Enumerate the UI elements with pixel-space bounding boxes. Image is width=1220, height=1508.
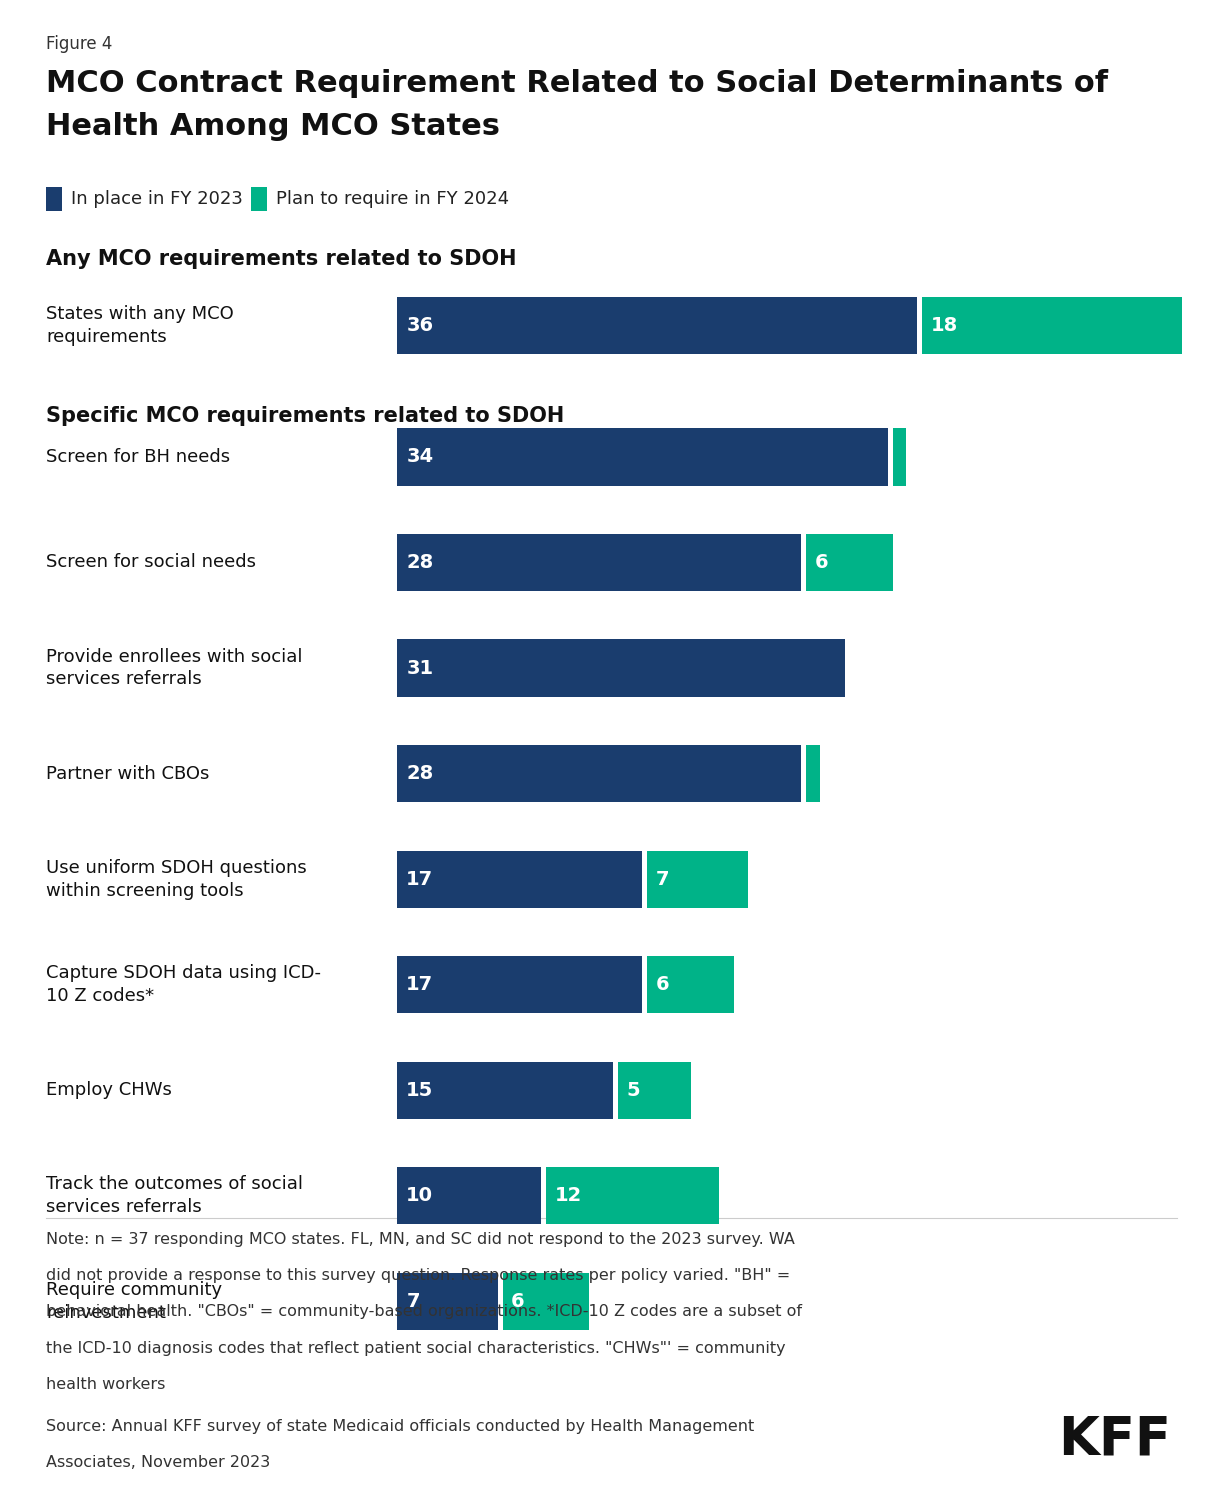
Text: Require community
reinvestment: Require community reinvestment [46, 1280, 222, 1323]
FancyBboxPatch shape [396, 1273, 498, 1330]
Text: 28: 28 [406, 765, 433, 783]
Text: Any MCO requirements related to SDOH: Any MCO requirements related to SDOH [46, 249, 517, 268]
Text: 6: 6 [655, 976, 670, 994]
Text: 28: 28 [406, 553, 433, 572]
Text: Note: n = 37 responding MCO states. FL, MN, and SC did not respond to the 2023 s: Note: n = 37 responding MCO states. FL, … [46, 1232, 795, 1247]
Text: Screen for BH needs: Screen for BH needs [46, 448, 231, 466]
Text: 17: 17 [406, 976, 433, 994]
Text: Capture SDOH data using ICD-
10 Z codes*: Capture SDOH data using ICD- 10 Z codes* [46, 964, 321, 1006]
FancyBboxPatch shape [647, 956, 734, 1013]
Text: Use uniform SDOH questions
within screening tools: Use uniform SDOH questions within screen… [46, 858, 307, 900]
Text: 15: 15 [406, 1081, 433, 1099]
FancyBboxPatch shape [893, 428, 906, 486]
FancyBboxPatch shape [251, 187, 267, 211]
Text: KFF: KFF [1058, 1415, 1171, 1466]
Text: Source: Annual KFF survey of state Medicaid officials conducted by Health Manage: Source: Annual KFF survey of state Medic… [46, 1419, 755, 1434]
Text: the ICD-10 diagnosis codes that reflect patient social characteristics. "CHWs"' : the ICD-10 diagnosis codes that reflect … [46, 1341, 786, 1356]
Text: health workers: health workers [46, 1377, 166, 1392]
FancyBboxPatch shape [806, 745, 820, 802]
FancyBboxPatch shape [547, 1167, 720, 1224]
Text: 6: 6 [815, 553, 828, 572]
Text: 10: 10 [406, 1187, 433, 1205]
Text: Associates, November 2023: Associates, November 2023 [46, 1455, 271, 1470]
Text: States with any MCO
requirements: States with any MCO requirements [46, 305, 234, 347]
Text: Partner with CBOs: Partner with CBOs [46, 765, 210, 783]
FancyBboxPatch shape [647, 851, 748, 908]
FancyBboxPatch shape [396, 851, 642, 908]
Text: Provide enrollees with social
services referrals: Provide enrollees with social services r… [46, 647, 303, 689]
FancyBboxPatch shape [396, 1062, 614, 1119]
Text: Figure 4: Figure 4 [46, 35, 112, 53]
Text: 36: 36 [406, 317, 433, 335]
Text: Health Among MCO States: Health Among MCO States [46, 112, 500, 140]
FancyBboxPatch shape [503, 1273, 589, 1330]
Text: Track the outcomes of social
services referrals: Track the outcomes of social services re… [46, 1175, 304, 1217]
FancyBboxPatch shape [396, 534, 802, 591]
Text: MCO Contract Requirement Related to Social Determinants of: MCO Contract Requirement Related to Soci… [46, 69, 1108, 98]
Text: Employ CHWs: Employ CHWs [46, 1081, 172, 1099]
Text: Plan to require in FY 2024: Plan to require in FY 2024 [276, 190, 509, 208]
FancyBboxPatch shape [396, 1167, 542, 1224]
FancyBboxPatch shape [396, 297, 917, 354]
Text: In place in FY 2023: In place in FY 2023 [71, 190, 243, 208]
Text: 7: 7 [406, 1292, 420, 1310]
FancyBboxPatch shape [922, 297, 1182, 354]
FancyBboxPatch shape [619, 1062, 691, 1119]
Text: did not provide a response to this survey question. Response rates per policy va: did not provide a response to this surve… [46, 1268, 791, 1283]
Text: 7: 7 [655, 870, 670, 888]
FancyBboxPatch shape [396, 956, 642, 1013]
Text: 34: 34 [406, 448, 433, 466]
Text: 31: 31 [406, 659, 433, 677]
FancyBboxPatch shape [46, 187, 62, 211]
Text: 17: 17 [406, 870, 433, 888]
Text: 5: 5 [627, 1081, 640, 1099]
FancyBboxPatch shape [396, 745, 802, 802]
Text: Specific MCO requirements related to SDOH: Specific MCO requirements related to SDO… [46, 406, 565, 425]
FancyBboxPatch shape [806, 534, 893, 591]
FancyBboxPatch shape [396, 639, 844, 697]
Text: 6: 6 [511, 1292, 525, 1310]
FancyBboxPatch shape [396, 428, 888, 486]
Text: 12: 12 [555, 1187, 582, 1205]
Text: behavioral health. "CBOs" = community-based organizations. *ICD-10 Z codes are a: behavioral health. "CBOs" = community-ba… [46, 1304, 803, 1320]
Text: Screen for social needs: Screen for social needs [46, 553, 256, 572]
Text: 18: 18 [931, 317, 958, 335]
